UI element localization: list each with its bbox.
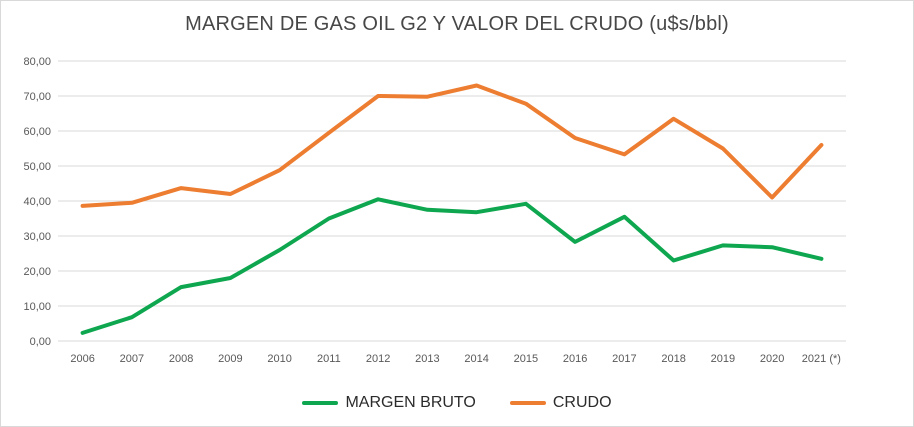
- y-tick-label: 40,00: [23, 196, 51, 208]
- chart-legend: MARGEN BRUTO CRUDO: [1, 394, 913, 412]
- x-tick-label: 2018: [661, 353, 685, 365]
- x-tick-label: 2009: [218, 353, 242, 365]
- y-tick-label: 60,00: [23, 126, 51, 138]
- x-tick-label: 2016: [563, 353, 587, 365]
- x-tick-label: 2012: [366, 353, 390, 365]
- legend-label: CRUDO: [552, 394, 612, 411]
- x-tick-label: 2019: [711, 353, 735, 365]
- x-tick-label: 2008: [169, 353, 193, 365]
- x-tick-label: 2014: [464, 353, 488, 365]
- x-tick-label: 2020: [760, 353, 784, 365]
- series-line-crudo: [80, 83, 824, 208]
- x-tick-label: 2006: [70, 353, 94, 365]
- y-tick-label: 0,00: [30, 336, 51, 348]
- y-tick-label: 70,00: [23, 91, 51, 103]
- y-tick-label: 10,00: [23, 301, 51, 313]
- legend-line-swatch-icon: [302, 401, 339, 405]
- x-tick-label: 2017: [612, 353, 636, 365]
- chart-title: MARGEN DE GAS OIL G2 Y VALOR DEL CRUDO (…: [185, 13, 729, 35]
- series-line-margen-bruto: [80, 197, 824, 335]
- y-tick-label: 20,00: [23, 266, 51, 278]
- x-tick-label: 2011: [317, 353, 341, 365]
- legend-line-swatch-icon: [509, 401, 546, 405]
- x-tick-label: 2021 (*): [802, 353, 841, 365]
- legend-item-crudo: CRUDO: [509, 394, 612, 412]
- legend-item-margen-bruto: MARGEN BRUTO: [302, 394, 476, 412]
- x-tick-label: 2010: [267, 353, 291, 365]
- y-tick-label: 50,00: [23, 161, 51, 173]
- y-tick-label: 80,00: [23, 56, 51, 68]
- legend-label: MARGEN BRUTO: [345, 394, 476, 411]
- y-tick-label: 30,00: [23, 231, 51, 243]
- x-tick-label: 2007: [120, 353, 144, 365]
- x-tick-label: 2013: [415, 353, 439, 365]
- x-tick-label: 2015: [514, 353, 538, 365]
